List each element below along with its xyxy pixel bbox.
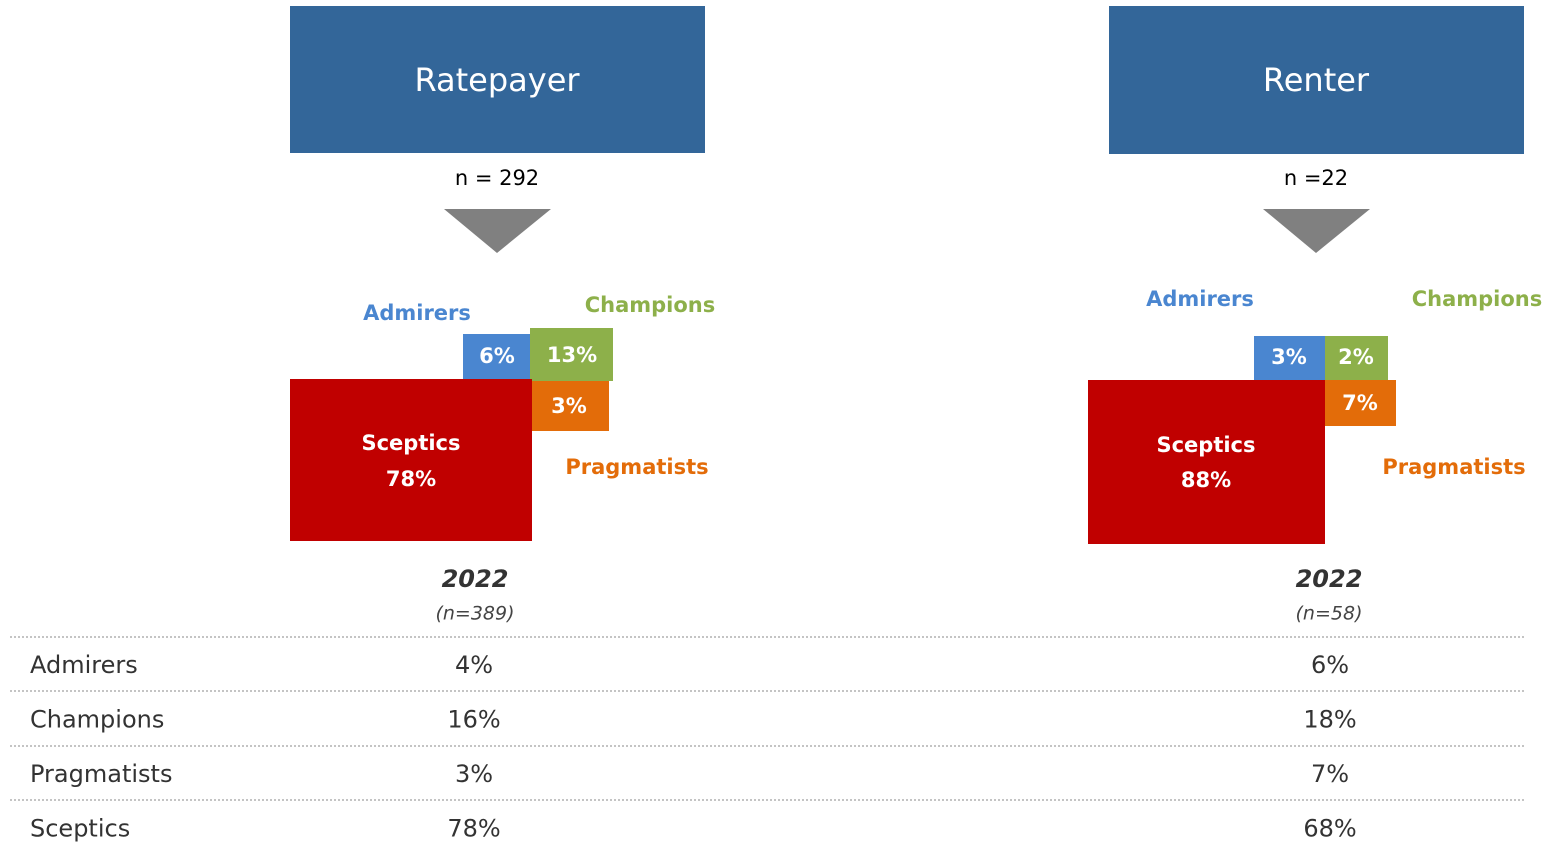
year: 2022 bbox=[442, 565, 509, 593]
segment-box bbox=[1325, 336, 1388, 380]
segment-box bbox=[1088, 380, 1325, 544]
segment-box bbox=[1325, 380, 1396, 426]
segment-value: 6% bbox=[479, 344, 515, 368]
year-n: (n=389) bbox=[435, 603, 514, 625]
segment-label: Pragmatists bbox=[565, 455, 708, 479]
year-n: (n=58) bbox=[1296, 603, 1363, 625]
segment-label: Admirers bbox=[1146, 287, 1254, 311]
arrow bbox=[1263, 209, 1370, 253]
segment-label: Sceptics bbox=[361, 431, 460, 455]
panel-title: Renter bbox=[1263, 61, 1370, 99]
segment-label: Admirers bbox=[363, 301, 471, 325]
arrow bbox=[444, 209, 551, 253]
segment-value: 2% bbox=[1338, 345, 1374, 369]
cell-value: 78% bbox=[447, 815, 500, 843]
row-label: Sceptics bbox=[30, 815, 130, 843]
cell-value: 4% bbox=[455, 651, 493, 679]
segment-value: 7% bbox=[1342, 391, 1378, 415]
sample-size: n =22 bbox=[1284, 166, 1348, 190]
segment-value: 3% bbox=[551, 394, 587, 418]
cell-value: 3% bbox=[455, 760, 493, 788]
segment-value: 88% bbox=[1181, 468, 1231, 492]
table: Admirers 4% 6% Champions 16% 18% Pragmatists 3%… bbox=[30, 651, 1357, 843]
cell-value: 6% bbox=[1311, 651, 1349, 679]
segment-label: Champions bbox=[585, 293, 716, 317]
header-box bbox=[290, 6, 705, 153]
panel-title: Ratepayer bbox=[414, 61, 580, 99]
cell-value: 7% bbox=[1311, 760, 1349, 788]
sample-size: n = 292 bbox=[455, 166, 539, 190]
segment-value: 13% bbox=[547, 343, 597, 367]
segment-value: 78% bbox=[386, 467, 436, 491]
segment-value: 3% bbox=[1271, 345, 1307, 369]
segment-label: Sceptics bbox=[1156, 433, 1255, 457]
cell-value: 68% bbox=[1303, 815, 1356, 843]
segment-box bbox=[463, 334, 530, 379]
row-label: Admirers bbox=[30, 651, 138, 679]
header-box bbox=[1109, 6, 1524, 154]
segment-box bbox=[530, 328, 613, 381]
row-label: Champions bbox=[30, 706, 164, 734]
row-label: Pragmatists bbox=[30, 760, 172, 788]
segment-box bbox=[1254, 336, 1325, 380]
segment-box bbox=[290, 379, 532, 541]
segment-box bbox=[530, 381, 609, 431]
segment-label: Champions bbox=[1412, 287, 1543, 311]
cell-value: 16% bbox=[447, 706, 500, 734]
segment-label: Pragmatists bbox=[1382, 455, 1525, 479]
year: 2022 bbox=[1296, 565, 1363, 593]
cell-value: 18% bbox=[1303, 706, 1356, 734]
